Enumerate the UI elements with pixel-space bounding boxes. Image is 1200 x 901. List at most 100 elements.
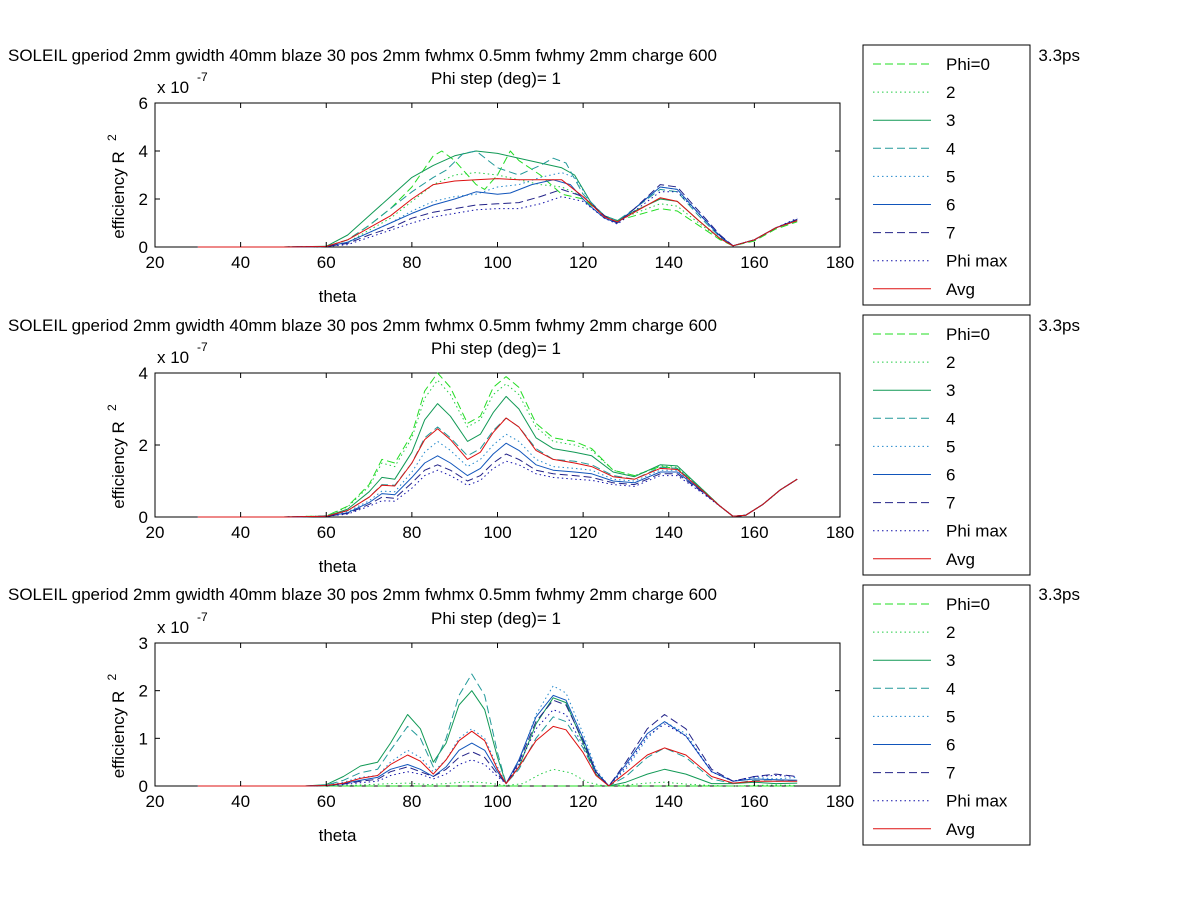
legend-entry-5: 5 [946, 437, 955, 456]
legend-entry-1: Phi=0 [946, 325, 990, 344]
legend-entry-3: 3 [946, 651, 955, 670]
y-axis-label-group: efficiency R 2 [105, 404, 128, 509]
chart-subtitle: Phi step (deg)= 1 [431, 609, 561, 628]
legend-entry-4: 4 [946, 409, 955, 428]
legend-box [862, 314, 1031, 576]
x-tick-label: 140 [655, 253, 683, 272]
chart-title-tail: 3.3ps [1038, 46, 1080, 65]
y-exponent-sup: -7 [197, 610, 208, 624]
series-line-9 [197, 178, 798, 248]
series-line-9 [197, 725, 798, 787]
legend-entry-3: 3 [946, 381, 955, 400]
legend-entry-1: Phi=0 [946, 55, 990, 74]
legend-entry-5: 5 [946, 167, 955, 186]
y-exponent-label: x 10 [157, 618, 189, 637]
series-line-8 [197, 191, 798, 248]
legend-entry-7: 7 [946, 764, 955, 783]
y-tick-label: 0 [139, 777, 148, 796]
legend-entry-4: 4 [946, 139, 955, 158]
y-tick-label: 2 [139, 436, 148, 455]
y-axis-label: efficiency R [109, 421, 128, 509]
chart-panel-2: 20 40 60 80 100 120 140 160 180 0 2 4 x 10 -7 theta eff… [8, 314, 1080, 576]
legend-entry-9: Avg [946, 550, 975, 569]
legend-entry-4: 4 [946, 679, 955, 698]
x-tick-label: 120 [569, 523, 597, 542]
legend-entry-7: 7 [946, 224, 955, 243]
x-tick-label: 180 [826, 523, 854, 542]
x-tick-label: 60 [317, 792, 336, 811]
x-tick-label: 160 [740, 792, 768, 811]
y-tick-label: 4 [139, 364, 148, 383]
x-tick-label: 100 [483, 792, 511, 811]
legend-entry-6: 6 [946, 466, 955, 485]
y-exponent-sup: -7 [197, 70, 208, 84]
series-line-9 [197, 417, 798, 518]
chart-title-tail: 3.3ps [1038, 316, 1080, 335]
x-tick-label: 100 [483, 523, 511, 542]
legend-entry-2: 2 [946, 353, 955, 372]
series-line-4 [197, 150, 798, 248]
chart-subtitle: Phi step (deg)= 1 [431, 69, 561, 88]
series-line-5 [197, 685, 798, 787]
chart-title: SOLEIL gperiod 2mm gwidth 40mm blaze 30 … [8, 585, 717, 604]
y-tick-label: 2 [139, 190, 148, 209]
series-line-2 [197, 172, 798, 248]
series-line-7 [197, 699, 798, 787]
x-tick-label: 180 [826, 253, 854, 272]
legend-entry-2: 2 [946, 83, 955, 102]
series-line-2 [197, 768, 798, 787]
series-line-2 [197, 379, 798, 518]
legend-box [862, 584, 1031, 846]
legend: Phi=0 2 3 4 5 6 7 Phi max Avg [862, 44, 1031, 306]
x-tick-label: 60 [317, 253, 336, 272]
plot-area [154, 372, 841, 518]
x-axis-label: theta [319, 287, 357, 306]
y-tick-label: 6 [139, 94, 148, 113]
chart-subtitle: Phi step (deg)= 1 [431, 339, 561, 358]
chart-title: SOLEIL gperiod 2mm gwidth 40mm blaze 30 … [8, 316, 717, 335]
legend: Phi=0 2 3 4 5 6 7 Phi max Avg [862, 584, 1031, 846]
legend-entry-8: Phi max [946, 792, 1008, 811]
series-line-4 [197, 673, 798, 787]
x-tick-label: 120 [569, 253, 597, 272]
legend-entry-5: 5 [946, 707, 955, 726]
x-tick-label: 140 [655, 792, 683, 811]
y-axis-label-sup: 2 [105, 404, 119, 411]
x-axis-label: theta [319, 557, 357, 576]
y-exponent-label: x 10 [157, 348, 189, 367]
legend-entry-7: 7 [946, 494, 955, 513]
y-tick-label: 3 [139, 634, 148, 653]
x-tick-label: 20 [146, 792, 165, 811]
legend-entry-6: 6 [946, 736, 955, 755]
x-tick-label: 80 [402, 523, 421, 542]
y-tick-label: 1 [139, 729, 148, 748]
x-axis-label: theta [319, 826, 357, 845]
series-line-6 [197, 694, 798, 787]
x-tick-label: 120 [569, 792, 597, 811]
chart-panel-3: 20 40 60 80 100 120 140 160 180 0 1 2 3 x 10 -7 theta ef… [8, 584, 1080, 846]
plot-area [154, 642, 841, 787]
x-tick-label: 80 [402, 792, 421, 811]
y-axis-label-group: efficiency R 2 [105, 134, 128, 239]
y-tick-label: 4 [139, 142, 148, 161]
chart-title: SOLEIL gperiod 2mm gwidth 40mm blaze 30 … [8, 46, 717, 65]
legend: Phi=0 2 3 4 5 6 7 Phi max Avg [862, 314, 1031, 576]
chart-panel-1: 20 40 60 80 100 120 140 160 180 0 2 4 6 x 10 -7 theta ef… [8, 44, 1080, 306]
legend-entry-2: 2 [946, 623, 955, 642]
y-tick-label: 0 [139, 508, 148, 527]
y-axis-label-group: efficiency R 2 [105, 674, 128, 779]
y-tick-label: 0 [139, 238, 148, 257]
x-tick-label: 20 [146, 523, 165, 542]
legend-entry-1: Phi=0 [946, 595, 990, 614]
legend-entry-8: Phi max [946, 252, 1008, 271]
x-tick-label: 40 [231, 253, 250, 272]
x-tick-label: 180 [826, 792, 854, 811]
y-axis-label-sup: 2 [105, 134, 119, 141]
legend-entry-9: Avg [946, 280, 975, 299]
y-axis-label: efficiency R [109, 691, 128, 779]
y-exponent-sup: -7 [197, 340, 208, 354]
x-tick-label: 40 [231, 523, 250, 542]
x-tick-label: 40 [231, 792, 250, 811]
y-axis-label: efficiency R [109, 151, 128, 239]
